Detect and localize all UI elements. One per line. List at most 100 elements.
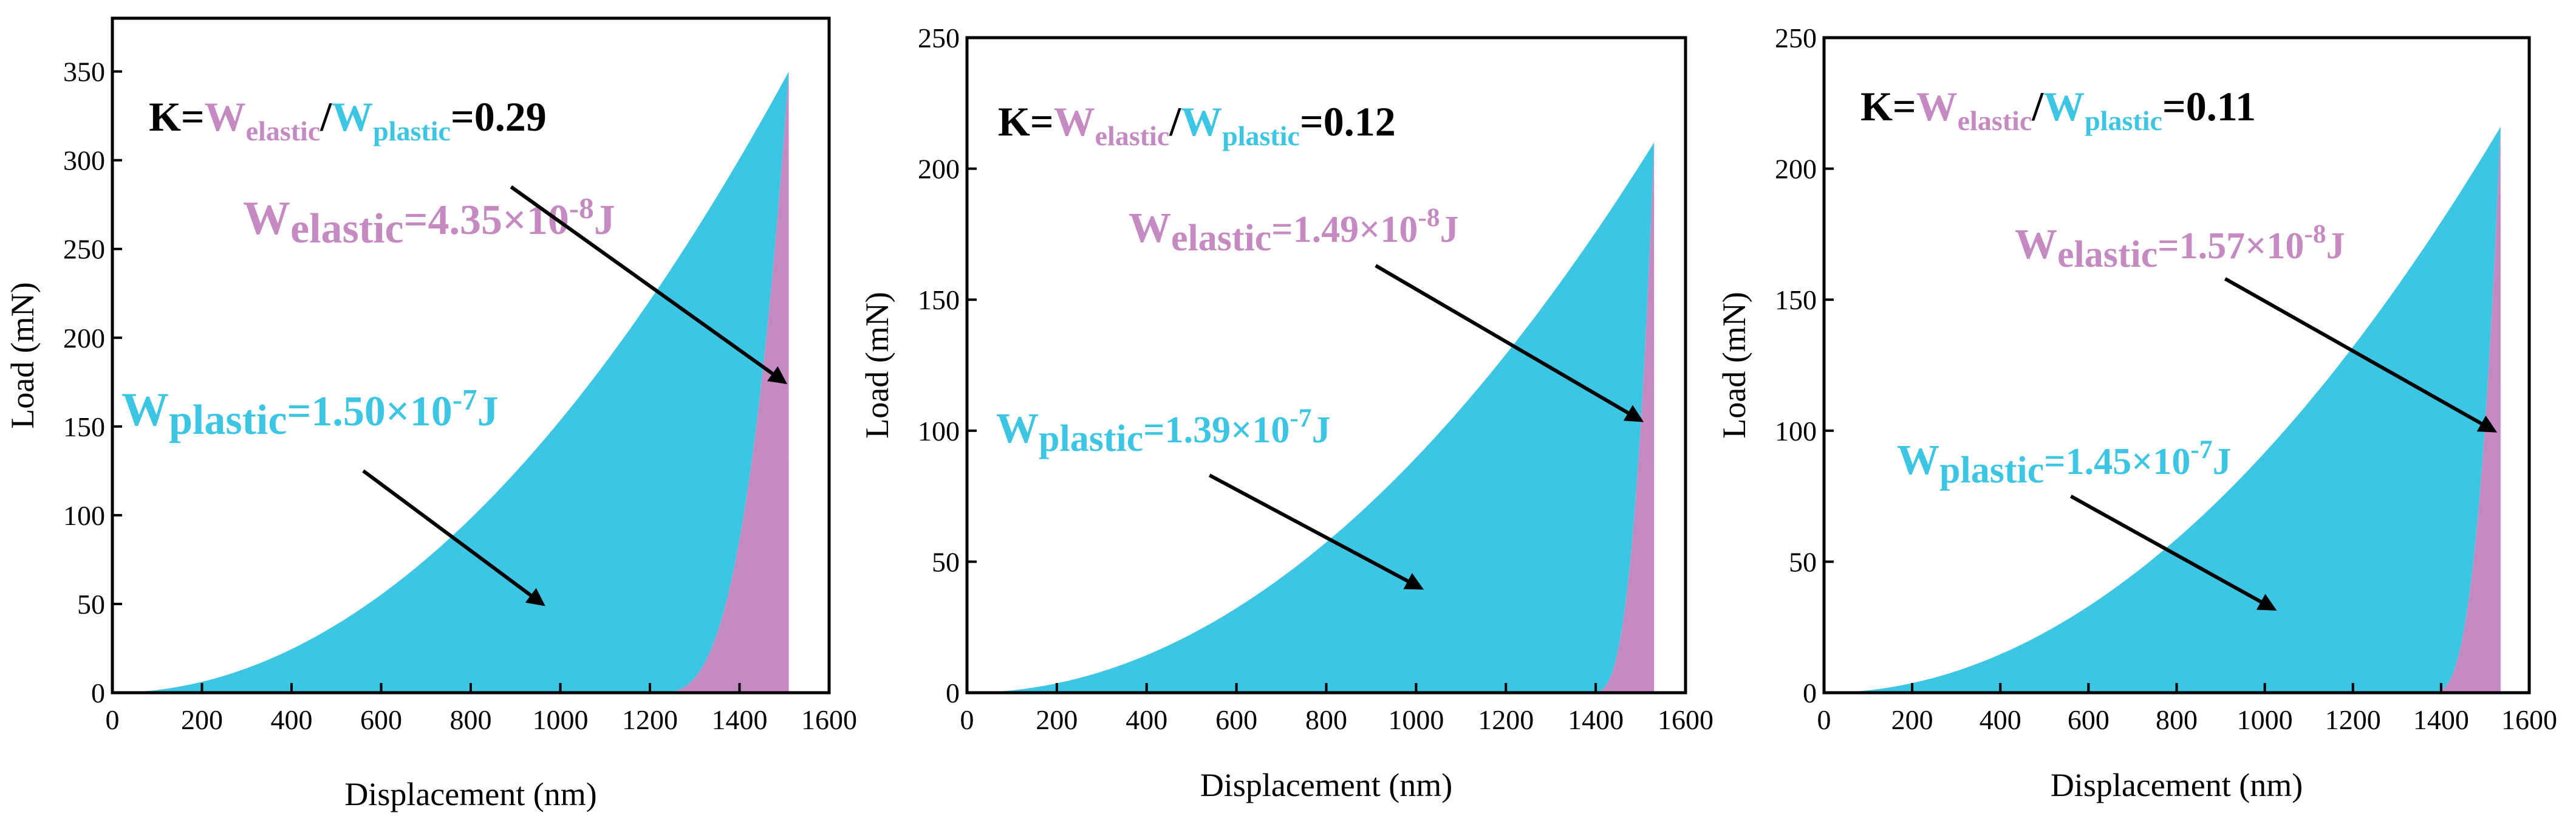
x-tick-label: 1000 [2237, 704, 2293, 735]
x-tick-label: 1600 [801, 704, 857, 735]
k-symbol: K= [1860, 83, 1916, 129]
plastic-work-label: Wplastic=1.45×10-7J [1897, 435, 2232, 491]
y-tick-label: 250 [918, 22, 960, 53]
k-ratio-label: K=Welastic/Wplastic=0.11 [1860, 83, 2256, 136]
plastic-exp: -7 [453, 383, 477, 416]
x-tick-label: 200 [1891, 704, 1933, 735]
chart-panel-2: 0 50 100 150 200 250 0 200 400 600 800 1000 1200 1400… [859, 22, 1713, 803]
plastic-sub: plastic [169, 397, 287, 444]
k-symbol: K= [149, 94, 205, 140]
plastic-arrow [362, 469, 545, 606]
elastic-sub: elastic [290, 205, 404, 252]
y-tick-label: 200 [1775, 154, 1817, 185]
plastic-value: =1.39×10 [1143, 410, 1290, 451]
elastic-value: =1.57×10 [2157, 225, 2304, 267]
x-tick-label: 1600 [2501, 704, 2557, 735]
elastic-value: =4.35×10 [404, 197, 569, 244]
y-tick-label: 150 [1775, 284, 1817, 315]
y-tick-label: 50 [77, 589, 105, 620]
x-tick-label: 1600 [1658, 704, 1713, 735]
k-value: =0.11 [2162, 83, 2256, 129]
k-value: =0.29 [451, 94, 547, 140]
k-sub-elastic: elastic [1095, 120, 1170, 151]
plastic-unit: J [1312, 410, 1331, 451]
plastic-w: W [1897, 437, 1939, 484]
y-tick-label: 200 [63, 323, 105, 354]
elastic-w: W [1129, 205, 1171, 252]
k-w-plastic: W [1181, 98, 1222, 145]
plastic-work-area [112, 71, 789, 693]
x-tick-label: 800 [450, 704, 492, 735]
plastic-work-area [1824, 126, 2501, 693]
x-tick-label: 0 [960, 704, 974, 735]
x-tick-label: 400 [1126, 704, 1167, 735]
plastic-exp: -7 [2190, 435, 2212, 464]
x-tick-label: 800 [1305, 704, 1347, 735]
y-axis-title: Load (mN) [859, 292, 895, 438]
k-w-elastic: W [1054, 98, 1095, 145]
elastic-unit: J [594, 197, 615, 244]
elastic-exp: -8 [2304, 219, 2326, 249]
y-tick-label: 200 [918, 154, 960, 185]
y-axis-title: Load (mN) [4, 282, 41, 428]
elastic-unit: J [2326, 225, 2345, 267]
elastic-w: W [2015, 221, 2057, 268]
elastic-sub: elastic [1171, 218, 1271, 259]
x-tick-label: 1200 [2325, 704, 2381, 735]
y-tick-label: 50 [932, 546, 960, 577]
elastic-arrow [1375, 264, 1644, 422]
k-ratio-label: K=Welastic/Wplastic=0.12 [998, 98, 1396, 151]
plastic-sub: plastic [1039, 418, 1143, 459]
k-sub-elastic: elastic [246, 115, 321, 146]
k-slash: / [1169, 98, 1181, 145]
x-axis-title: Displacement (nm) [344, 776, 596, 812]
x-tick-label: 600 [1215, 704, 1257, 735]
x-tick-label: 1200 [1478, 704, 1534, 735]
y-tick-label: 0 [91, 678, 105, 709]
chart-panel-1: 0 50 100 150 200 250 300 350 0 200 400 600 800 1000 12… [4, 16, 857, 812]
y-tick-label: 100 [918, 416, 960, 447]
plastic-arrow [2069, 494, 2277, 611]
x-tick-label: 400 [271, 704, 313, 735]
plastic-w: W [121, 383, 169, 436]
plastic-sub: plastic [1939, 450, 2044, 491]
x-tick-label: 1000 [533, 704, 589, 735]
plastic-arrow [1208, 473, 1424, 590]
k-w-plastic: W [332, 94, 373, 140]
y-tick-label: 250 [1775, 22, 1817, 53]
x-tick-label: 1200 [622, 704, 678, 735]
x-tick-label: 800 [2156, 704, 2198, 735]
elastic-work-area [1591, 142, 1655, 693]
k-w-plastic: W [2043, 83, 2085, 129]
plastic-work-area [967, 142, 1655, 693]
x-tick-label: 1400 [2413, 704, 2469, 735]
k-sub-plastic: plastic [373, 115, 451, 146]
k-sub-plastic: plastic [1222, 120, 1300, 151]
plastic-unit: J [2213, 441, 2232, 482]
elastic-work-area [657, 71, 789, 693]
x-tick-label: 600 [360, 704, 402, 735]
plastic-work-label: Wplastic=1.50×10-7J [121, 383, 499, 444]
x-tick-label: 200 [181, 704, 223, 735]
elastic-unit: J [1440, 209, 1459, 250]
x-axis-title: Displacement (nm) [2051, 767, 2303, 803]
y-tick-label: 0 [1803, 678, 1817, 709]
plastic-exp: -7 [1290, 403, 1311, 433]
elastic-work-area [2430, 126, 2501, 693]
elastic-work-label: Welastic=1.49×10-8J [1129, 203, 1459, 259]
x-tick-label: 0 [1817, 704, 1831, 735]
y-tick-label: 50 [1789, 546, 1817, 577]
elastic-value: =1.49×10 [1271, 209, 1418, 250]
elastic-exp: -8 [569, 191, 594, 225]
y-tick-label: 300 [63, 145, 105, 176]
y-axis-title: Load (mN) [1716, 292, 1752, 438]
k-sub-plastic: plastic [2085, 105, 2162, 136]
plastic-value: =1.50×10 [287, 388, 452, 435]
k-ratio-label: K=Welastic/Wplastic=0.29 [149, 94, 547, 146]
k-symbol: K= [998, 98, 1054, 145]
plastic-work-label: Wplastic=1.39×10-7J [996, 403, 1331, 459]
x-tick-label: 400 [1980, 704, 2021, 735]
k-slash: / [319, 94, 332, 140]
y-tick-label: 100 [1775, 416, 1817, 447]
